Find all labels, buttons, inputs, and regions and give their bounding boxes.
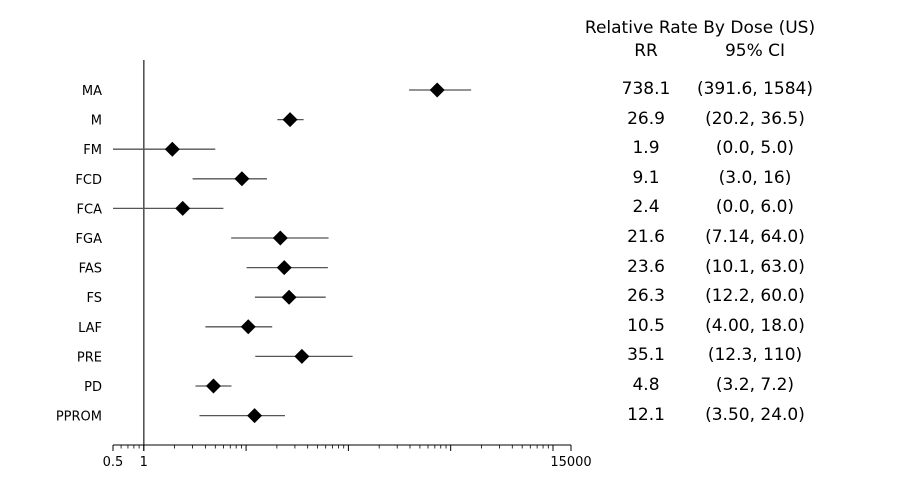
ci-value: (3.50, 24.0) xyxy=(705,404,805,425)
row-label: M xyxy=(91,114,102,129)
rr-value: 10.5 xyxy=(627,315,665,336)
rr-value: 2.4 xyxy=(632,197,660,218)
x-tick-label: 1 xyxy=(140,455,148,470)
row-label: PPROM xyxy=(56,410,102,425)
estimate-marker xyxy=(272,230,288,246)
rr-value: 12.1 xyxy=(627,404,665,425)
ci-value: (3.2, 7.2) xyxy=(715,375,795,395)
x-tick-label: 15000 xyxy=(550,455,591,470)
rr-value: 23.6 xyxy=(627,256,665,277)
estimate-marker xyxy=(282,112,298,128)
rr-value: 26.9 xyxy=(627,108,665,129)
rr-column-header: RR xyxy=(634,41,658,61)
ci-value: (0.0, 6.0) xyxy=(715,197,795,218)
ci-value: (7.14, 64.0) xyxy=(705,227,805,247)
table-title: Relative Rate By Dose (US) xyxy=(584,18,816,38)
row-label: FAS xyxy=(79,262,102,277)
rr-value: 738.1 xyxy=(621,79,671,99)
estimate-marker xyxy=(164,141,180,157)
estimate-marker xyxy=(234,171,250,187)
row-label: PRE xyxy=(77,350,102,365)
rr-value: 26.3 xyxy=(627,286,665,307)
ci-value: (12.2, 60.0) xyxy=(705,286,805,307)
row-label: MA xyxy=(82,84,102,99)
ci-value: (4.00, 18.0) xyxy=(705,315,805,336)
estimate-marker xyxy=(175,200,191,216)
rr-value: 9.1 xyxy=(632,167,660,188)
estimate-marker xyxy=(276,260,292,276)
rr-value: 21.6 xyxy=(627,227,665,247)
ci-value: (12.3, 110) xyxy=(707,345,803,366)
ci-column-header: 95% CI xyxy=(724,41,786,61)
row-label: FGA xyxy=(76,232,103,247)
rr-value: 1.9 xyxy=(632,138,660,159)
row-label: PD xyxy=(84,380,102,395)
row-label: FS xyxy=(86,291,102,306)
row-label: FM xyxy=(83,143,102,158)
x-tick-label: 0.5 xyxy=(103,455,124,470)
ci-value: (20.2, 36.5) xyxy=(705,108,805,129)
rr-value: 4.8 xyxy=(632,375,660,395)
row-label: FCD xyxy=(75,173,102,188)
estimate-marker xyxy=(294,348,310,364)
estimate-marker xyxy=(205,378,221,394)
estimate-marker xyxy=(429,82,445,98)
estimate-marker xyxy=(281,289,297,305)
row-label: LAF xyxy=(78,321,102,336)
estimate-marker xyxy=(240,319,256,335)
ci-value: (391.6, 1584) xyxy=(696,79,813,99)
estimate-marker xyxy=(247,408,263,424)
ci-value: (3.0, 16) xyxy=(718,167,792,188)
rr-value: 35.1 xyxy=(627,345,665,366)
row-label: FCA xyxy=(77,202,103,217)
ci-value: (0.0, 5.0) xyxy=(715,138,795,159)
ci-value: (10.1, 63.0) xyxy=(705,256,805,277)
